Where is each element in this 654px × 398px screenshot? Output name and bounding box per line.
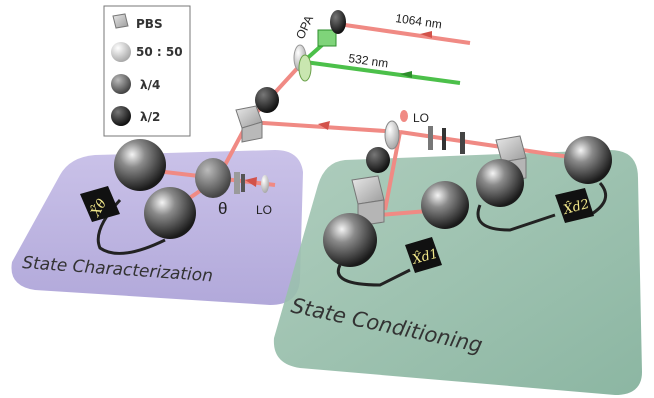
legend-label-half-wave: λ/2: [140, 110, 160, 124]
legend-label-quarter-wave: λ/4: [140, 78, 160, 92]
lo-bottom-optics: [234, 172, 269, 194]
ir-wavelength-label: 1064 nm: [395, 11, 443, 31]
pbs-central: [235, 105, 263, 143]
detector-sphere-char-2: [144, 187, 196, 239]
detector-box-x-theta: X̂θ: [80, 186, 120, 222]
beamsplitter-characterization: [195, 158, 231, 198]
detector-sphere-d2-left: [476, 159, 524, 207]
half-wave-plate-conditioning: [366, 147, 390, 173]
x-d1-label: X̂d1: [410, 245, 440, 268]
legend-label-50-50: 50 : 50: [136, 45, 183, 59]
quarter-wave-plate-icon: [111, 74, 131, 94]
green-wavelength-label: 532 nm: [348, 51, 390, 70]
half-wave-plate-icon: [111, 106, 131, 126]
legend-label-pbs: PBS: [136, 17, 163, 31]
half-wave-plate-top: [255, 87, 279, 113]
opa-label: OPA: [293, 13, 316, 41]
x-d2-label: X̂d2: [561, 195, 591, 218]
detector-sphere-char-1: [114, 139, 166, 191]
legend-item-50-50: 50 : 50: [111, 42, 183, 62]
legend-item-quarter-wave: λ/4: [111, 74, 160, 94]
detector-box-x-d1: X̂d1: [405, 237, 442, 273]
theta-label: θ: [218, 199, 227, 218]
detector-sphere-d1-top: [421, 181, 469, 229]
dichroic-green: [293, 44, 312, 82]
legend: PBS 50 : 50 λ/4 λ/2: [103, 5, 191, 137]
detector-sphere-d2-right: [564, 136, 612, 184]
lo-bottom-label: LO: [256, 203, 272, 217]
opa-crystal: OPA: [293, 10, 346, 47]
detector-box-x-d2: X̂d2: [555, 188, 594, 223]
pbs-cube-icon: [112, 13, 129, 29]
lo-top-optics: [384, 110, 465, 154]
detector-sphere-d1-bottom: [323, 213, 377, 267]
legend-item-pbs: PBS: [112, 13, 163, 31]
legend-item-half-wave: λ/2: [111, 106, 160, 126]
lo-top-label: LO: [413, 111, 429, 125]
beamsplitter-icon: [111, 42, 131, 62]
